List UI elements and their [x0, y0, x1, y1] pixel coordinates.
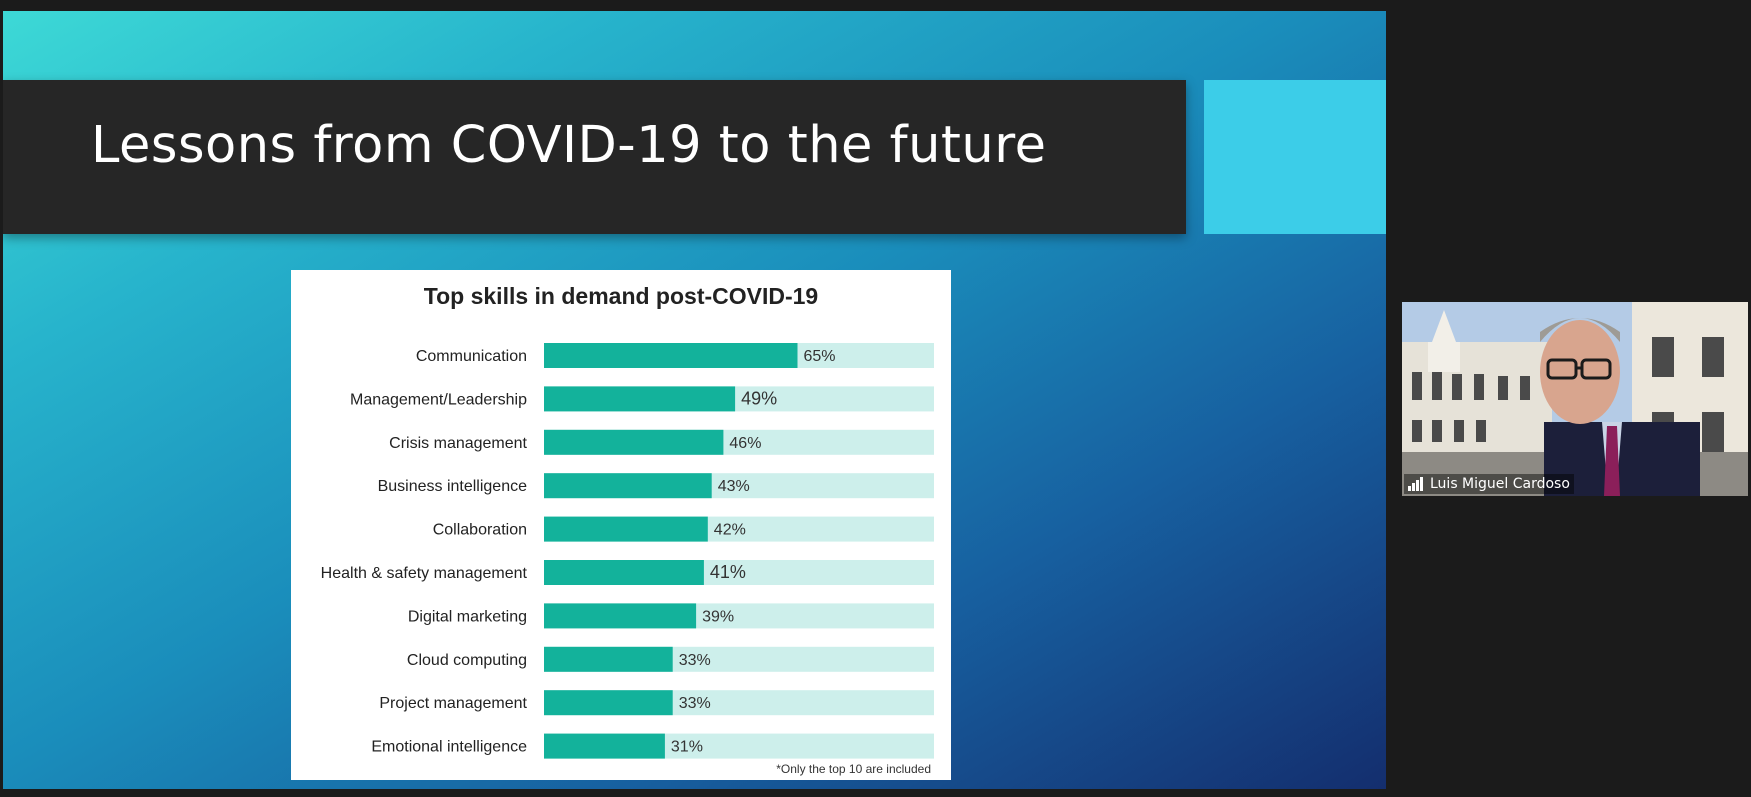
presentation-slide: Lessons from COVID-19 to the future Top … [3, 11, 1386, 789]
value-label: 42% [714, 522, 746, 539]
chart-footnote: *Only the top 10 are included [776, 762, 931, 776]
slide-title-bar: Lessons from COVID-19 to the future [3, 80, 1186, 234]
bar-chart: Communication 65% Management/Leadership 49%… [321, 343, 934, 759]
category-label: Management/Leadership [350, 391, 527, 408]
chart-title: Top skills in demand post-COVID-19 [423, 283, 819, 309]
category-label: Project management [379, 695, 527, 712]
value-label: 65% [804, 348, 836, 365]
bar [544, 733, 665, 759]
participant-video-feed [1402, 302, 1748, 496]
value-label: 41% [710, 562, 746, 582]
category-label: Cloud computing [407, 652, 527, 669]
bar [544, 690, 673, 716]
participant-video-tile[interactable]: Luis Miguel Cardoso [1402, 302, 1748, 496]
value-label: 39% [702, 608, 734, 625]
chart-card: Top skills in demand post-COVID-19 Commu… [291, 270, 951, 780]
value-label: 49% [741, 388, 777, 408]
participant-name: Luis Miguel Cardoso [1430, 476, 1570, 492]
value-label: 43% [718, 478, 750, 495]
bar [544, 386, 736, 412]
slide-accent-box [1204, 80, 1386, 234]
category-label: Communication [416, 348, 527, 365]
bar [544, 516, 708, 542]
value-label: 33% [679, 652, 711, 669]
value-label: 31% [671, 739, 703, 756]
value-label: 46% [729, 435, 761, 452]
category-label: Collaboration [433, 522, 527, 539]
bar [544, 429, 724, 455]
bar [544, 473, 712, 499]
slide-title: Lessons from COVID-19 to the future [91, 116, 1047, 175]
signal-bars-icon [1408, 477, 1424, 491]
category-label: Crisis management [389, 435, 527, 452]
category-label: Business intelligence [378, 478, 528, 495]
bar [544, 560, 704, 585]
value-label: 33% [679, 695, 711, 712]
category-label: Digital marketing [408, 608, 527, 625]
category-label: Health & safety management [321, 565, 528, 582]
bar [544, 603, 697, 629]
bar [544, 343, 798, 368]
category-label: Emotional intelligence [371, 739, 527, 756]
participant-name-label: Luis Miguel Cardoso [1404, 474, 1574, 494]
bar [544, 646, 673, 672]
